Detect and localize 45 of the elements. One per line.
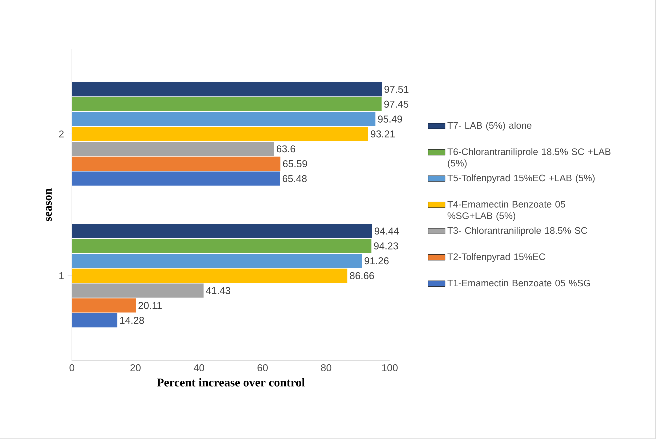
data-label: 97.51 xyxy=(384,86,409,94)
data-label: 97.45 xyxy=(384,100,409,108)
legend-label: T4-Emamectin Benzoate 05 %SG+LAB (5%) xyxy=(448,200,566,222)
y-tick-label: 1 xyxy=(60,272,64,280)
data-label: 65.59 xyxy=(283,160,308,168)
legend-label: T5-Tolfenpyrad 15%EC +LAB (5%) xyxy=(448,174,595,184)
data-label: 41.43 xyxy=(206,287,230,294)
x-tick-label: 80 xyxy=(321,364,332,372)
data-label: 63.6 xyxy=(276,146,296,153)
bar xyxy=(72,172,280,186)
data-label: 65.48 xyxy=(282,175,307,182)
bar xyxy=(72,284,204,298)
bar xyxy=(72,224,372,238)
data-label: 94.44 xyxy=(374,228,400,235)
x-tick-label: 60 xyxy=(258,364,268,372)
bar xyxy=(72,239,372,254)
x-tick-label: 20 xyxy=(130,364,141,372)
x-tick-label: 0 xyxy=(70,364,75,372)
data-label: 86.66 xyxy=(350,272,374,280)
bar xyxy=(72,298,136,313)
x-tick-label: 40 xyxy=(194,364,204,372)
legend-label: T2-Tolfenpyrad 15%EC xyxy=(448,253,546,262)
data-label: 95.49 xyxy=(378,116,402,123)
legend-label: T7- LAB (5%) alone xyxy=(448,122,532,131)
data-label: 91.26 xyxy=(364,257,389,265)
bar xyxy=(72,268,348,283)
x-axis-title: Percent increase over control xyxy=(157,378,306,387)
y-tick-label: 2 xyxy=(59,130,64,138)
data-label: 93.21 xyxy=(371,130,396,138)
y-axis-title: season xyxy=(46,188,52,222)
bar xyxy=(72,112,376,126)
data-label: 94.23 xyxy=(374,242,398,250)
x-tick-label: 100 xyxy=(382,364,398,372)
data-label: 20.11 xyxy=(138,302,162,310)
legend-label: T1-Emamectin Benzoate 05 %SG xyxy=(448,280,590,287)
bar xyxy=(72,127,368,142)
bar xyxy=(72,254,362,268)
legend-label: T6-Chlorantraniliprole 18.5% SC +LAB (5%) xyxy=(448,148,611,169)
bar xyxy=(72,97,382,112)
legend-label: T3- Chlorantraniliprole 18.5% SC xyxy=(448,227,588,236)
bar xyxy=(72,142,274,156)
bar xyxy=(72,156,281,171)
bar xyxy=(72,82,382,97)
data-label: 14.28 xyxy=(120,316,144,324)
bar xyxy=(72,313,118,328)
